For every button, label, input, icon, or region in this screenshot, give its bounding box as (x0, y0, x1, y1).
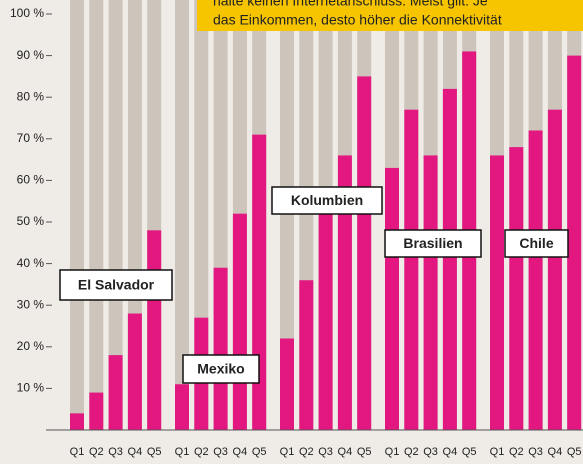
bar (252, 134, 267, 430)
bar (547, 109, 562, 431)
bar (509, 147, 524, 430)
annotation: das Einkommen, desto höher die Konnektiv… (213, 12, 502, 28)
x-tick-label: Q2 (404, 446, 419, 458)
x-tick-label: Q5 (357, 446, 372, 458)
y-tick-label: 90 % (17, 48, 45, 62)
x-tick-label: Q3 (108, 446, 123, 458)
y-tick-label: 80 % (17, 89, 45, 103)
bar-background (70, 0, 84, 430)
y-tick-label: 60 % (17, 173, 45, 187)
bar (299, 280, 314, 430)
y-tick-label: 10 % (17, 381, 45, 395)
bar (318, 209, 333, 430)
group-label: Chile (519, 235, 553, 251)
y-tick-label: 70 % (17, 131, 45, 145)
x-tick-label: Q3 (528, 446, 543, 458)
x-tick-label: Q1 (70, 446, 85, 458)
bar (528, 130, 543, 431)
y-tick-label: 30 % (17, 297, 45, 311)
x-tick-label: Q1 (280, 446, 295, 458)
bar (442, 88, 457, 430)
bar (385, 167, 399, 431)
x-tick-label: Q1 (385, 446, 400, 458)
x-tick-label: Q4 (233, 446, 248, 458)
y-tick-label: 20 % (17, 339, 45, 353)
bar-background (280, 0, 294, 430)
x-tick-label: Q4 (338, 446, 353, 458)
x-tick-label: Q1 (175, 446, 190, 458)
bar (490, 155, 504, 430)
x-tick-label: Q2 (299, 446, 314, 458)
x-tick-label: Q3 (318, 446, 333, 458)
x-tick-label: Q1 (490, 446, 505, 458)
group-label-box (384, 229, 482, 258)
group-label-box (59, 269, 173, 301)
x-tick-label: Q5 (462, 446, 477, 458)
x-tick-label: Q2 (509, 446, 524, 458)
group-label: Mexiko (197, 361, 244, 377)
bar (404, 109, 419, 431)
group-label-box (271, 186, 383, 215)
group-label: Kolumbien (291, 192, 363, 208)
x-tick-label: Q5 (567, 446, 582, 458)
group-label: El Salvador (78, 277, 155, 293)
bar-background (89, 0, 104, 430)
bar (127, 313, 142, 430)
bar (357, 76, 372, 431)
bar (108, 355, 123, 430)
x-tick-label: Q5 (147, 446, 162, 458)
x-tick-label: Q3 (423, 446, 438, 458)
bar (213, 267, 228, 430)
x-tick-label: Q4 (128, 446, 143, 458)
bar (280, 338, 294, 430)
bar (147, 230, 162, 430)
x-tick-label: Q5 (252, 446, 267, 458)
annotation-box (197, 0, 583, 31)
group-label-box (504, 229, 569, 258)
bar (567, 55, 582, 430)
bar-background (108, 0, 123, 430)
bar (423, 155, 438, 430)
x-tick-label: Q3 (213, 446, 228, 458)
x-tick-label: Q4 (548, 446, 563, 458)
bar (89, 392, 104, 430)
group-label-box (182, 354, 260, 384)
y-tick-label: 50 % (17, 214, 45, 228)
bar (337, 155, 352, 430)
bar (232, 213, 247, 430)
y-tick-label: 40 % (17, 256, 45, 270)
bar (70, 413, 84, 430)
bar (175, 384, 189, 430)
y-tick-label: 100 % (10, 6, 44, 20)
x-tick-label: Q4 (443, 446, 458, 458)
bar-background (175, 0, 189, 430)
x-tick-label: Q2 (89, 446, 104, 458)
group-label: Brasilien (403, 235, 462, 251)
annotation: halte keinen Internetanschluss. Meist gi… (213, 0, 488, 9)
x-tick-label: Q2 (194, 446, 209, 458)
